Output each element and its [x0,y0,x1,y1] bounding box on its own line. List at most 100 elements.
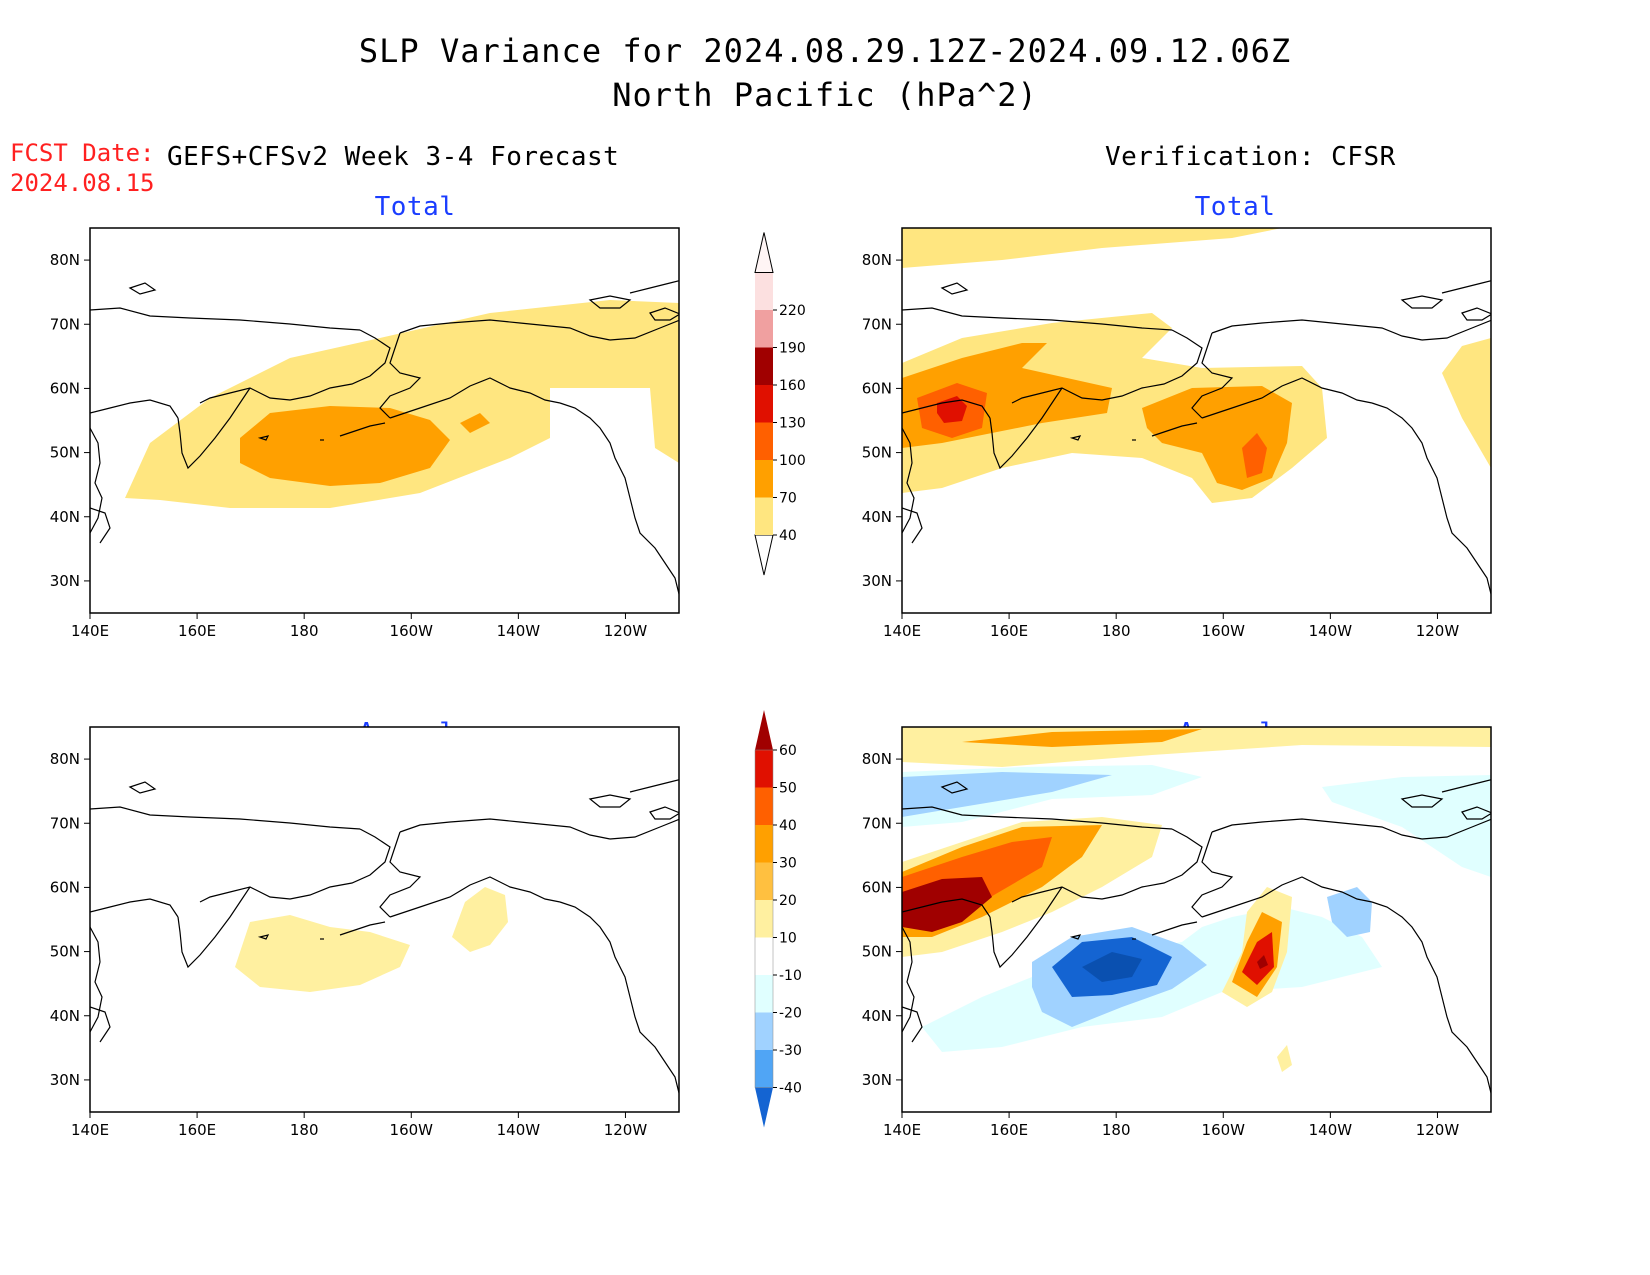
lat-tick-label: 80N [862,750,892,768]
forecast-total-map: 80N 70N 60N 50N 40N 30N 140E 160E 180 160W 140W 120… [50,227,680,640]
colorbar-segment [755,975,773,1013]
lat-tick-label: 70N [862,315,892,333]
lon-tick-label: 140E [883,1121,921,1139]
variance-70-small [460,413,490,433]
lat-tick-label: 40N [862,1007,892,1025]
main-title: SLP Variance for 2024.08.29.12Z-2024.09.… [358,32,1292,70]
colorbar-label: 190 [779,341,806,357]
axis-ticks: 80N 70N 60N 50N 40N 30N 140E 160E 180 160W 140W 120… [50,251,648,640]
lon-tick-label: 120W [604,1121,648,1139]
lon-tick-label: 160W [1202,1121,1246,1139]
axis-ticks: 80N 70N 60N 50N 40N 30N 140E 160E 180 160W 140W 120… [50,750,648,1139]
anomaly-neg40-core [1082,952,1142,982]
variance-40-east [1442,338,1491,468]
lon-tick-label: 140W [1309,622,1353,640]
lat-tick-label: 30N [862,1071,892,1089]
colorbar-label: -40 [779,1081,802,1097]
colorbar-label: 40 [779,818,797,834]
lat-tick-label: 80N [50,750,80,768]
forecast-date-value: 2024.08.15 [10,169,155,197]
colorbar-segment [755,1050,773,1088]
colorbar-segment [755,272,773,310]
anomaly-10-central [235,915,410,992]
lat-tick-label: 60N [862,878,892,896]
lon-tick-label: 120W [1416,1121,1460,1139]
lon-tick-label: 140W [497,622,541,640]
colorbar-lower-arrow [754,534,774,576]
forecast-anomaly-map: 80N 70N 60N 50N 40N 30N 140E 160E 180 160W 140W 120… [50,726,680,1139]
colorbar-label: 100 [779,453,806,469]
lat-tick-label: 50N [862,444,892,462]
colorbar-label: 70 [779,491,797,507]
lat-tick-label: 80N [50,251,80,269]
forecast-column-title: GEFS+CFSv2 Week 3-4 Forecast [167,142,620,172]
colorbar-total: 40 70 100 130 160 190 220 [754,232,806,576]
lat-tick-label: 40N [50,1007,80,1025]
lon-tick-label: 160E [178,1121,216,1139]
lat-tick-label: 30N [862,572,892,590]
lat-tick-label: 80N [862,251,892,269]
map-frame [901,227,1492,614]
lon-tick-label: 180 [290,622,319,640]
colorbar-segment [755,460,773,498]
lat-tick-label: 50N [862,943,892,961]
colorbar-label: 40 [779,528,797,544]
lat-tick-label: 40N [50,508,80,526]
colorbar-upper-arrow [754,232,774,273]
map-frame [89,227,680,614]
colorbar-label: 60 [779,743,797,759]
lon-tick-label: 160E [178,622,216,640]
anomaly-50-east [1242,932,1274,985]
map-frame [901,726,1492,1113]
lat-tick-label: 70N [50,315,80,333]
variance-40-arctic [902,228,1282,268]
colorbar-lower-arrow [755,1087,773,1128]
lat-tick-label: 40N [862,508,892,526]
lon-tick-label: 140E [71,622,109,640]
lat-tick-label: 50N [50,943,80,961]
lon-tick-label: 160W [1202,622,1246,640]
lon-tick-label: 120W [604,622,648,640]
colorbar-segment [755,310,773,348]
lat-tick-label: 30N [50,1071,80,1089]
lon-tick-label: 160W [390,622,434,640]
anomaly-30-arctic [962,729,1202,747]
colorbar-label: -30 [779,1043,802,1059]
lon-tick-label: 160E [990,1121,1028,1139]
colorbar-segment [755,422,773,460]
lat-tick-label: 70N [862,814,892,832]
axis-ticks: 80N 70N 60N 50N 40N 30N 140E 160E 180 160W 140W 120… [862,251,1460,640]
colorbar-anomaly: 60 50 40 30 20 10 -10 -20 -30 -40 [754,710,802,1128]
anomaly-10-east [452,887,508,952]
forecast-date-label: FCST Date: [10,139,155,167]
colorbar-segment [755,937,773,975]
verification-anomaly-map: 80N 70N 60N 50N 40N 30N 140E 160E 180 160W 140W 120… [862,726,1492,1139]
colorbar-segment [755,1012,773,1050]
lon-tick-label: 180 [1102,1121,1131,1139]
colorbar-label: 220 [779,303,806,319]
colorbar-segment [755,900,773,938]
anomaly-10-south-small [1277,1045,1292,1072]
axis-ticks: 80N 70N 60N 50N 40N 30N 140E 160E 180 160W 140W 120… [862,750,1460,1139]
colorbar-segment [755,347,773,385]
lat-tick-label: 70N [50,814,80,832]
anomaly-60-west-max [902,877,992,932]
colorbar-segment [755,825,773,863]
lon-tick-label: 160E [990,622,1028,640]
forecast-date: FCST Date: 2024.08.15 [10,138,155,198]
colorbar-label: -20 [779,1006,802,1022]
lat-tick-label: 50N [50,444,80,462]
colorbar-segment [755,497,773,535]
colorbar-label: 50 [779,781,797,797]
verification-column-title: Verification: CFSR [1105,142,1396,172]
lat-tick-label: 60N [50,379,80,397]
anomaly-neg10-canada [1322,775,1491,877]
colorbar-frame [754,749,774,1088]
subtitle: North Pacific (hPa^2) [612,76,1038,114]
lon-tick-label: 160W [390,1121,434,1139]
lon-tick-label: 180 [290,1121,319,1139]
lon-tick-label: 120W [1416,622,1460,640]
colorbar-label: 130 [779,416,806,432]
lon-tick-label: 180 [1102,622,1131,640]
variance-70-region [240,406,450,486]
